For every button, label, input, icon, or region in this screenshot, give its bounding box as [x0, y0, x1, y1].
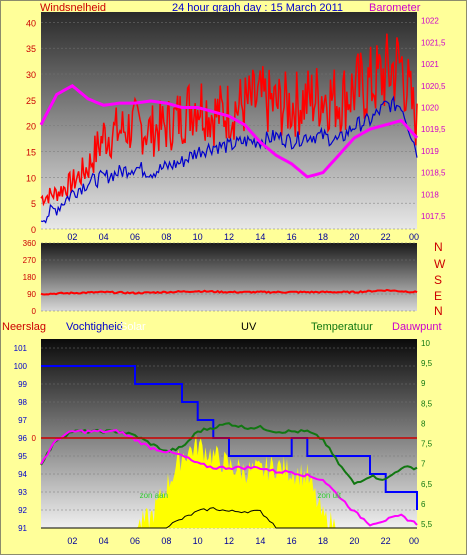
tick-label-temperature: 6,5: [421, 480, 433, 489]
tick-label-direction: 0: [32, 307, 37, 316]
tick-label-humidity: 101: [14, 344, 28, 353]
tick-label-hour: 08: [161, 232, 171, 242]
tick-label-temperature: 5,5: [421, 520, 433, 529]
wind-speed-label: Windsnelheid: [40, 2, 107, 14]
tick-label-temperature: 7,5: [421, 440, 433, 449]
chart-title: 24 hour graph day : 15 March 2011: [172, 2, 344, 14]
tick-label-wind: 10: [26, 173, 36, 183]
legend-temperatuur: Temperatuur: [311, 321, 373, 333]
tick-label-barometer: 1019,5: [421, 125, 446, 134]
tick-label-temperature: 9,5: [421, 359, 433, 368]
compass-n-top: N: [434, 240, 443, 254]
tick-label-barometer: 1019: [421, 147, 439, 156]
legend-dauwpunt: Dauwpunt: [392, 321, 442, 333]
tick-label-barometer: 1020,5: [421, 82, 446, 91]
tick-label-humidity: 98: [18, 398, 27, 407]
tick-label-hour-bottom: 10: [193, 536, 203, 546]
tick-label-temperature: 10: [421, 339, 430, 348]
series-windrichting: [40, 288, 418, 296]
tick-label-wind: 25: [26, 96, 36, 106]
tick-label-wind: 15: [26, 148, 36, 158]
tick-label-hour: 18: [318, 232, 328, 242]
label-zon-aan: zon aan: [140, 491, 168, 500]
tick-label-wind: 35: [26, 44, 36, 54]
barometer-label: Barometer: [369, 2, 421, 14]
tick-label-humidity: 94: [18, 470, 27, 479]
tick-label-hour-bottom: 22: [381, 536, 391, 546]
tick-label-temperature: 8: [421, 419, 426, 428]
tick-label-hour: 16: [287, 232, 297, 242]
legend-neerslag: Neerslag: [2, 321, 47, 333]
tick-label-humidity: 91: [18, 524, 27, 533]
tick-label-hour: 14: [255, 232, 265, 242]
tick-label-hour: 12: [224, 232, 234, 242]
tick-label-direction: 180: [23, 273, 37, 282]
tick-label-hour: 06: [130, 232, 140, 242]
series-windsnelheid: [40, 33, 418, 207]
tick-label-hour-bottom: 20: [349, 536, 359, 546]
series-windstoot: [40, 95, 418, 224]
compass-e: E: [434, 289, 443, 303]
tick-label-hour-bottom: 02: [67, 536, 77, 546]
tick-label-wind: 5: [31, 199, 36, 209]
tick-label-wind: 0: [31, 225, 36, 235]
tick-label-barometer: 1021,5: [421, 38, 446, 47]
tick-label-temperature: 7: [421, 460, 426, 469]
tick-label-hour-bottom: 14: [255, 536, 265, 546]
tick-label-direction: 270: [23, 256, 37, 265]
tick-label-humidity: 99: [18, 380, 27, 389]
tick-label-barometer: 1022: [421, 17, 439, 26]
tick-label-direction: 90: [27, 290, 36, 299]
tick-label-hour: 20: [349, 232, 359, 242]
tick-label-temperature: 6: [421, 500, 426, 509]
compass-s: S: [434, 273, 443, 287]
tick-label-humidity: 100: [14, 362, 28, 371]
tick-label-humidity: 96: [18, 434, 27, 443]
tick-label-hour-bottom: 00: [409, 536, 419, 546]
tick-label-barometer: 1021: [421, 60, 439, 69]
tick-label-wind: 20: [26, 122, 36, 132]
tick-label-barometer: 1020: [421, 103, 439, 112]
tick-label-hour-bottom: 06: [130, 536, 140, 546]
series-solar: [41, 434, 417, 528]
tick-label-humidity: 97: [18, 416, 27, 425]
series-dauwpunt: [40, 429, 418, 527]
tick-label-barometer: 1018,5: [421, 169, 446, 178]
tick-label-wind: 30: [26, 70, 36, 80]
tick-label-hour-bottom: 16: [287, 536, 297, 546]
series-vochtigheid: [41, 365, 418, 510]
legend-uv: UV: [241, 321, 257, 333]
compass-n-bottom: N: [434, 304, 443, 318]
tick-label-hour-bottom: 18: [318, 536, 328, 546]
tick-label-hour-bottom: 12: [224, 536, 234, 546]
tick-label-hour: 02: [67, 232, 77, 242]
tick-label-hour-bottom: 08: [161, 536, 171, 546]
series-barometer: [39, 84, 419, 179]
tick-label-hour: 10: [193, 232, 203, 242]
legend-solar: Solar: [120, 321, 146, 333]
tick-label-hour-bottom: 04: [99, 536, 109, 546]
tick-label-hour: 00: [409, 232, 419, 242]
tick-label-direction: 360: [23, 239, 37, 248]
series-uv: [41, 507, 417, 529]
tick-label-humidity: 92: [18, 506, 27, 515]
tick-label-rain: 0: [32, 434, 37, 443]
tick-label-temperature: 8,5: [421, 399, 433, 408]
tick-label-humidity: 95: [18, 452, 27, 461]
tick-label-humidity: 93: [18, 488, 27, 497]
label-zon-uit: zon uit: [317, 491, 341, 500]
tick-label-wind: 40: [26, 18, 36, 28]
legend-vochtigheid: Vochtigheid: [66, 321, 123, 333]
tick-label-hour: 04: [99, 232, 109, 242]
tick-label-barometer: 1018: [421, 190, 439, 199]
tick-label-hour: 22: [381, 232, 391, 242]
tick-label-temperature: 9: [421, 379, 426, 388]
compass-w: W: [434, 257, 446, 271]
tick-label-barometer: 1017,5: [421, 212, 446, 221]
